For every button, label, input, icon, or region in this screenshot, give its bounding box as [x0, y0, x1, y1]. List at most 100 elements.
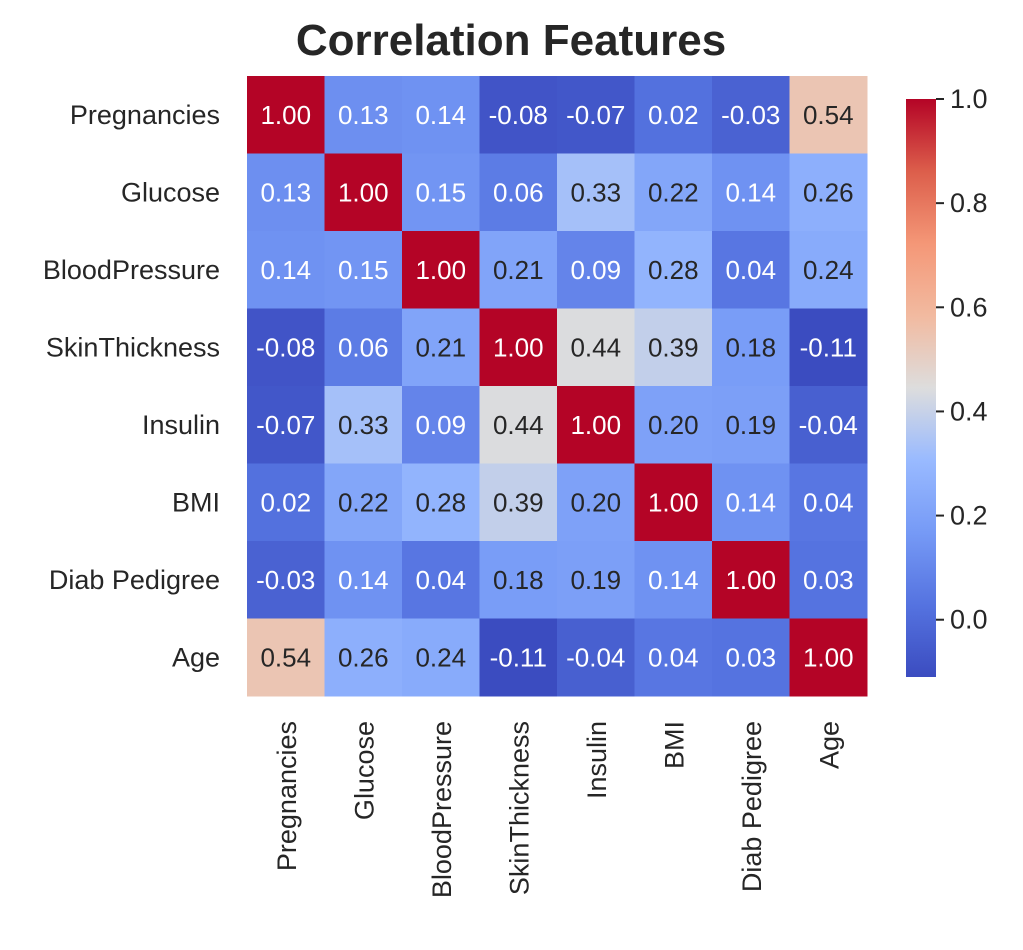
- cell-value-label: 0.14: [725, 487, 776, 517]
- heatmap-cell: [789, 76, 868, 154]
- column-label: Age: [814, 721, 844, 769]
- column-label: Insulin: [582, 721, 612, 799]
- cell-value-label: 0.39: [648, 332, 699, 362]
- heatmap-cell: [789, 231, 868, 309]
- heatmap-cell: [557, 153, 635, 232]
- heatmap-cell: [402, 76, 480, 154]
- row-label: Age: [172, 642, 220, 672]
- cell-value-label: 0.26: [803, 177, 854, 207]
- cell-value-label: 0.19: [570, 565, 621, 595]
- heatmap-cell: [324, 463, 403, 542]
- cell-value-label: -0.07: [566, 100, 625, 130]
- heatmap-cell: [479, 463, 558, 542]
- heatmap-cell: [324, 386, 403, 464]
- heatmap-cell: [324, 76, 403, 154]
- cell-value-label: 0.09: [415, 410, 466, 440]
- cell-value-label: 0.33: [338, 410, 389, 440]
- column-label: SkinThickness: [504, 721, 534, 895]
- cell-value-label: 0.22: [648, 177, 699, 207]
- cell-value-label: 1.00: [493, 332, 544, 362]
- heatmap-cell: [247, 463, 325, 542]
- colorbar-gradient: [906, 99, 936, 677]
- cell-value-label: 0.24: [415, 642, 466, 672]
- cell-value-label: 0.04: [648, 642, 699, 672]
- cell-value-label: 0.03: [803, 565, 854, 595]
- column-labels: Pregnancies Glucose BloodPressure SkinThick…: [272, 721, 845, 898]
- cell-value-label: 0.44: [493, 410, 544, 440]
- cell-value-label: -0.08: [489, 100, 548, 130]
- heatmap-cell: [557, 76, 635, 154]
- heatmap-cell: [247, 308, 325, 387]
- heatmap-cell: [789, 153, 868, 232]
- heatmap-cell: [634, 231, 713, 309]
- heatmap-cell: [247, 153, 325, 232]
- heatmap-cell: [789, 386, 868, 464]
- heatmap-cell: [324, 541, 403, 619]
- row-label: Diab Pedigree: [49, 565, 220, 595]
- cell-value-label: 0.24: [803, 255, 854, 285]
- heatmap-cell: [402, 386, 480, 464]
- heatmap-cell: [402, 153, 480, 232]
- cell-value-label: 0.15: [415, 177, 466, 207]
- row-label: Glucose: [121, 177, 220, 207]
- colorbar: 0.0 0.2 0.4 0.6 0.8 1.0: [906, 84, 988, 677]
- heatmap-cell: [712, 76, 790, 154]
- cell-value-label: -0.08: [256, 332, 315, 362]
- heatmap-cell: [324, 231, 403, 309]
- column-label: Pregnancies: [272, 721, 302, 871]
- heatmap-cell: [247, 386, 325, 464]
- cell-value-label: 0.14: [648, 565, 699, 595]
- cell-value-label: -0.04: [566, 642, 625, 672]
- heatmap-cell: [712, 386, 790, 464]
- cell-value-label: 0.03: [725, 642, 776, 672]
- heatmap-cell: [789, 308, 868, 387]
- row-label: Insulin: [142, 410, 220, 440]
- heatmap-cell: [634, 76, 713, 154]
- colorbar-tick-label: 0.2: [950, 501, 988, 531]
- column-label: Glucose: [349, 721, 379, 820]
- cell-value-label: 0.19: [725, 410, 776, 440]
- cell-value-label: 1.00: [260, 100, 311, 130]
- row-label: BloodPressure: [43, 255, 220, 285]
- row-label: Pregnancies: [70, 100, 220, 130]
- heatmap-cell: [789, 541, 868, 619]
- heatmap-cell: [402, 308, 480, 387]
- heatmap-cell: [557, 541, 635, 619]
- heatmap-cell: [634, 463, 713, 542]
- heatmap-cell: [324, 153, 403, 232]
- heatmap-cell: [712, 463, 790, 542]
- heatmap-cell: [789, 618, 868, 697]
- heatmap-cell: [479, 618, 558, 697]
- heatmap-cell: [479, 76, 558, 154]
- cell-value-label: 0.22: [338, 487, 389, 517]
- colorbar-tick-label: 0.4: [950, 396, 988, 426]
- cell-value-label: 0.14: [338, 565, 389, 595]
- cell-value-label: 0.02: [648, 100, 699, 130]
- cell-value-label: 0.02: [260, 487, 311, 517]
- cell-value-label: -0.11: [490, 642, 547, 672]
- cell-value-label: -0.03: [256, 565, 315, 595]
- heatmap-cell: [634, 386, 713, 464]
- cell-value-label: 0.06: [338, 332, 389, 362]
- cell-value-label: 0.20: [570, 487, 621, 517]
- heatmap-cell: [324, 618, 403, 697]
- cell-value-label: 0.04: [415, 565, 466, 595]
- cell-value-label: 0.28: [648, 255, 699, 285]
- cell-value-label: 0.06: [493, 177, 544, 207]
- cell-value-label: 0.14: [415, 100, 466, 130]
- heatmap-cell: [634, 308, 713, 387]
- heatmap-cell: [247, 618, 325, 697]
- cell-value-label: 0.39: [493, 487, 544, 517]
- column-label: BMI: [659, 721, 689, 769]
- heatmap-cell: [557, 386, 635, 464]
- cell-value-label: 0.54: [260, 642, 311, 672]
- cell-value-label: -0.03: [721, 100, 780, 130]
- cell-value-label: 0.54: [803, 100, 854, 130]
- cell-value-label: 0.14: [260, 255, 311, 285]
- cell-value-label: 0.44: [570, 332, 621, 362]
- heatmap-cell: [402, 541, 480, 619]
- heatmap-cell: [479, 541, 558, 619]
- cell-value-label: 1.00: [570, 410, 621, 440]
